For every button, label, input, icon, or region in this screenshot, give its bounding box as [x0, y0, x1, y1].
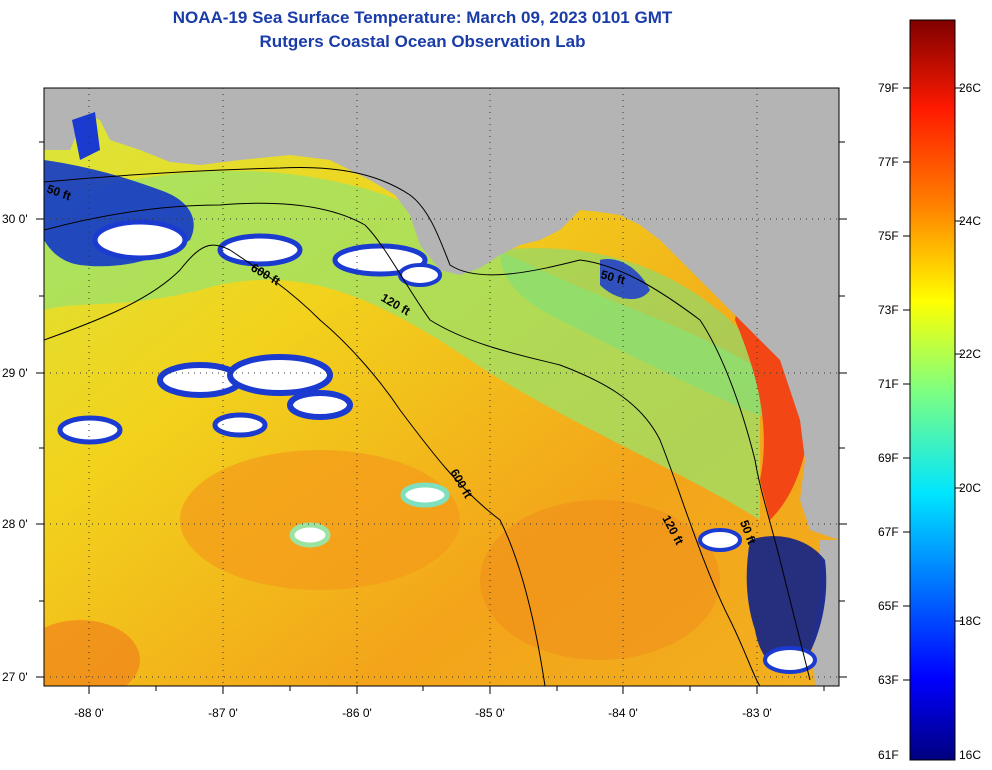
warm-patch [44, 620, 140, 686]
warm-patch [180, 450, 460, 590]
colorbar-f-label: 71F [878, 377, 899, 391]
lat-label: 29 0' [2, 366, 28, 380]
lon-label: -87 0' [208, 706, 238, 720]
cloud-patches [57, 219, 817, 674]
colorbar-c-label: 24C [959, 214, 982, 228]
lon-label: -85 0' [475, 706, 505, 720]
longitude-labels: -88 0' -87 0' -86 0' -85 0' -84 0' -83 0… [74, 706, 772, 720]
warm-patch [480, 500, 720, 660]
colorbar-f-label: 75F [878, 229, 899, 243]
lon-label: -83 0' [742, 706, 772, 720]
tick-marks [36, 141, 847, 694]
colorbar [909, 19, 956, 761]
map-title: NOAA-19 Sea Surface Temperature: March 0… [172, 8, 673, 27]
graticule [44, 88, 839, 686]
lat-label: 27 0' [2, 670, 28, 684]
colorbar-f-label: 69F [878, 451, 899, 465]
warm-coastal-strip [735, 290, 810, 520]
map-subtitle: Rutgers Coastal Ocean Observation Lab [259, 32, 586, 51]
cold-water [72, 112, 100, 160]
lon-label: -86 0' [342, 706, 372, 720]
colorbar-f-label: 73F [878, 303, 899, 317]
colorbar-f-label: 77F [878, 155, 899, 169]
land [812, 540, 839, 686]
contour-label: 50 ft [599, 267, 626, 287]
colorbar-f-label: 63F [878, 673, 899, 687]
lat-label: 30 0' [2, 212, 28, 226]
latitude-labels: 30 0' 29 0' 28 0' 27 0' [2, 212, 28, 684]
colorbar-f-label: 67F [878, 525, 899, 539]
land [44, 88, 839, 540]
lon-label: -84 0' [608, 706, 638, 720]
depth-contours [44, 167, 811, 686]
colorbar-c-label: 18C [959, 614, 982, 628]
colorbar-f-label: 79F [878, 81, 899, 95]
colorbar-c-label: 22C [959, 347, 982, 361]
bay-water [500, 248, 770, 420]
cold-water [746, 536, 827, 673]
colorbar-c-label: 26C [959, 81, 982, 95]
colorbar-c-label: 20C [959, 481, 982, 495]
lat-label: 28 0' [2, 517, 28, 531]
colorbar-ticks [903, 87, 962, 681]
map-frame [43, 87, 840, 687]
colorbar-f-label: 61F [878, 748, 899, 762]
colorbar-c-label: 16C [959, 748, 982, 762]
lon-label: -88 0' [74, 706, 104, 720]
cold-water [600, 259, 650, 300]
colorbar-f-label: 65F [878, 599, 899, 613]
